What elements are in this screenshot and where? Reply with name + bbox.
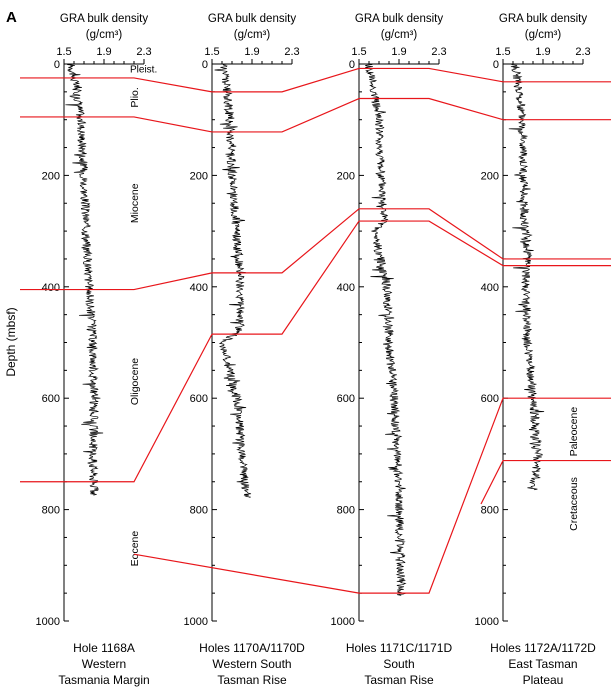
correlation-line — [20, 77, 213, 93]
x-tick-label: 1.5 — [204, 46, 219, 58]
density-trace — [365, 63, 407, 596]
y-tick-label: 400 — [190, 282, 208, 294]
stage-label: Eocene — [129, 531, 141, 567]
x-tick-label: 1.9 — [391, 46, 406, 58]
x-axis-unit: (g/cm³) — [234, 29, 271, 41]
correlation-line — [359, 67, 611, 83]
x-tick-label: 1.9 — [535, 46, 550, 58]
hole-caption-line: Western — [82, 657, 126, 671]
hole-caption-line: Holes 1172A/1172D — [490, 641, 596, 655]
y-tick-label: 400 — [42, 282, 60, 294]
y-tick-label: 200 — [481, 170, 499, 182]
correlation-line — [359, 397, 611, 594]
stage-label: Cretaceous — [568, 477, 580, 531]
x-axis-unit: (g/cm³) — [381, 29, 418, 41]
hole-caption-line: Tasmania Margin — [58, 673, 149, 687]
stage-label: Paleocene — [568, 407, 580, 457]
x-tick-label: 2.3 — [284, 46, 299, 58]
correlation-line — [20, 333, 213, 483]
correlation-line — [359, 220, 611, 267]
correlation-line — [20, 272, 213, 291]
y-tick-label: 0 — [349, 59, 355, 71]
hole-caption-line: Holes 1171C/1171D — [346, 641, 453, 655]
x-tick-label: 1.9 — [96, 46, 111, 58]
correlation-line — [480, 459, 611, 505]
stage-label: Pleist. — [130, 64, 157, 75]
x-axis-title: GRA bulk density — [208, 13, 296, 25]
x-tick-label: 2.3 — [575, 46, 590, 58]
y-tick-label: 800 — [337, 505, 355, 517]
y-tick-label: 400 — [481, 282, 499, 294]
y-tick-label: 600 — [337, 393, 355, 405]
y-tick-label: 800 — [190, 505, 208, 517]
x-axis-title: GRA bulk density — [355, 13, 443, 25]
correlation-line — [212, 67, 360, 93]
x-tick-label: 1.5 — [495, 46, 510, 58]
hole-caption-line: Plateau — [523, 673, 564, 687]
y-tick-label: 1000 — [36, 616, 60, 628]
y-tick-label: 0 — [54, 59, 60, 71]
density-panel-2: GRA bulk density (g/cm³) 1.5 1.9 2.3 0 200 400 6… — [184, 13, 306, 687]
y-tick-label: 200 — [190, 170, 208, 182]
correlation-lines-layer — [20, 67, 611, 594]
density-panel-3: GRA bulk density (g/cm³) 1.5 1.9 2.3 0 200 400 6… — [331, 13, 453, 687]
y-tick-label: 800 — [481, 505, 499, 517]
density-panel-4: GRA bulk density (g/cm³) 1.5 1.9 2.3 0 200 400 6… — [475, 13, 597, 687]
y-tick-label: 0 — [493, 59, 499, 71]
y-tick-label: 200 — [337, 170, 355, 182]
density-trace — [214, 63, 252, 499]
y-tick-label: 600 — [481, 393, 499, 405]
correlation-line — [359, 97, 611, 121]
x-tick-label: 2.3 — [431, 46, 446, 58]
correlation-line — [359, 208, 611, 260]
hole-caption-line: Tasman Rise — [217, 673, 287, 687]
correlation-line — [133, 553, 360, 594]
x-axis-unit: (g/cm³) — [86, 29, 123, 41]
y-tick-label: 1000 — [331, 616, 355, 628]
stage-label: Oligocene — [129, 358, 141, 405]
y-tick-label: 800 — [42, 505, 60, 517]
correlation-line — [212, 208, 360, 274]
density-trace — [508, 63, 545, 491]
y-tick-label: 1000 — [184, 616, 208, 628]
hole-caption-line: East Tasman — [508, 657, 577, 671]
y-tick-label: 400 — [337, 282, 355, 294]
y-tick-label: 0 — [202, 59, 208, 71]
y-tick-label: 600 — [42, 393, 60, 405]
panels-layer: GRA bulk density (g/cm³) 1.5 1.9 2.3 0 200 400 6… — [36, 13, 597, 687]
x-axis-title: GRA bulk density — [60, 13, 148, 25]
density-trace — [65, 63, 104, 496]
stage-label: Miocene — [129, 183, 141, 223]
y-tick-label: 1000 — [475, 616, 499, 628]
stage-label: Plio. — [129, 87, 141, 107]
correlation-line — [212, 220, 360, 335]
correlation-line — [212, 97, 360, 133]
y-tick-label: 200 — [42, 170, 60, 182]
x-axis-unit: (g/cm³) — [525, 29, 562, 41]
figure-label: A — [6, 9, 17, 26]
hole-caption-line: Tasman Rise — [364, 673, 434, 687]
x-axis-title: GRA bulk density — [499, 13, 587, 25]
x-tick-label: 1.5 — [56, 46, 71, 58]
hole-caption-line: South — [383, 657, 414, 671]
hole-caption-line: Western South — [212, 657, 291, 671]
density-panel-1: GRA bulk density (g/cm³) 1.5 1.9 2.3 0 200 400 6… — [36, 13, 158, 687]
y-axis-title: Depth (mbsf) — [4, 307, 18, 376]
x-tick-label: 1.5 — [351, 46, 366, 58]
x-tick-label: 2.3 — [136, 46, 151, 58]
correlation-line — [20, 116, 213, 133]
hole-caption-line: Holes 1170A/1170D — [199, 641, 305, 655]
hole-caption-line: Hole 1168A — [73, 641, 135, 655]
y-tick-label: 600 — [190, 393, 208, 405]
x-tick-label: 1.9 — [244, 46, 259, 58]
